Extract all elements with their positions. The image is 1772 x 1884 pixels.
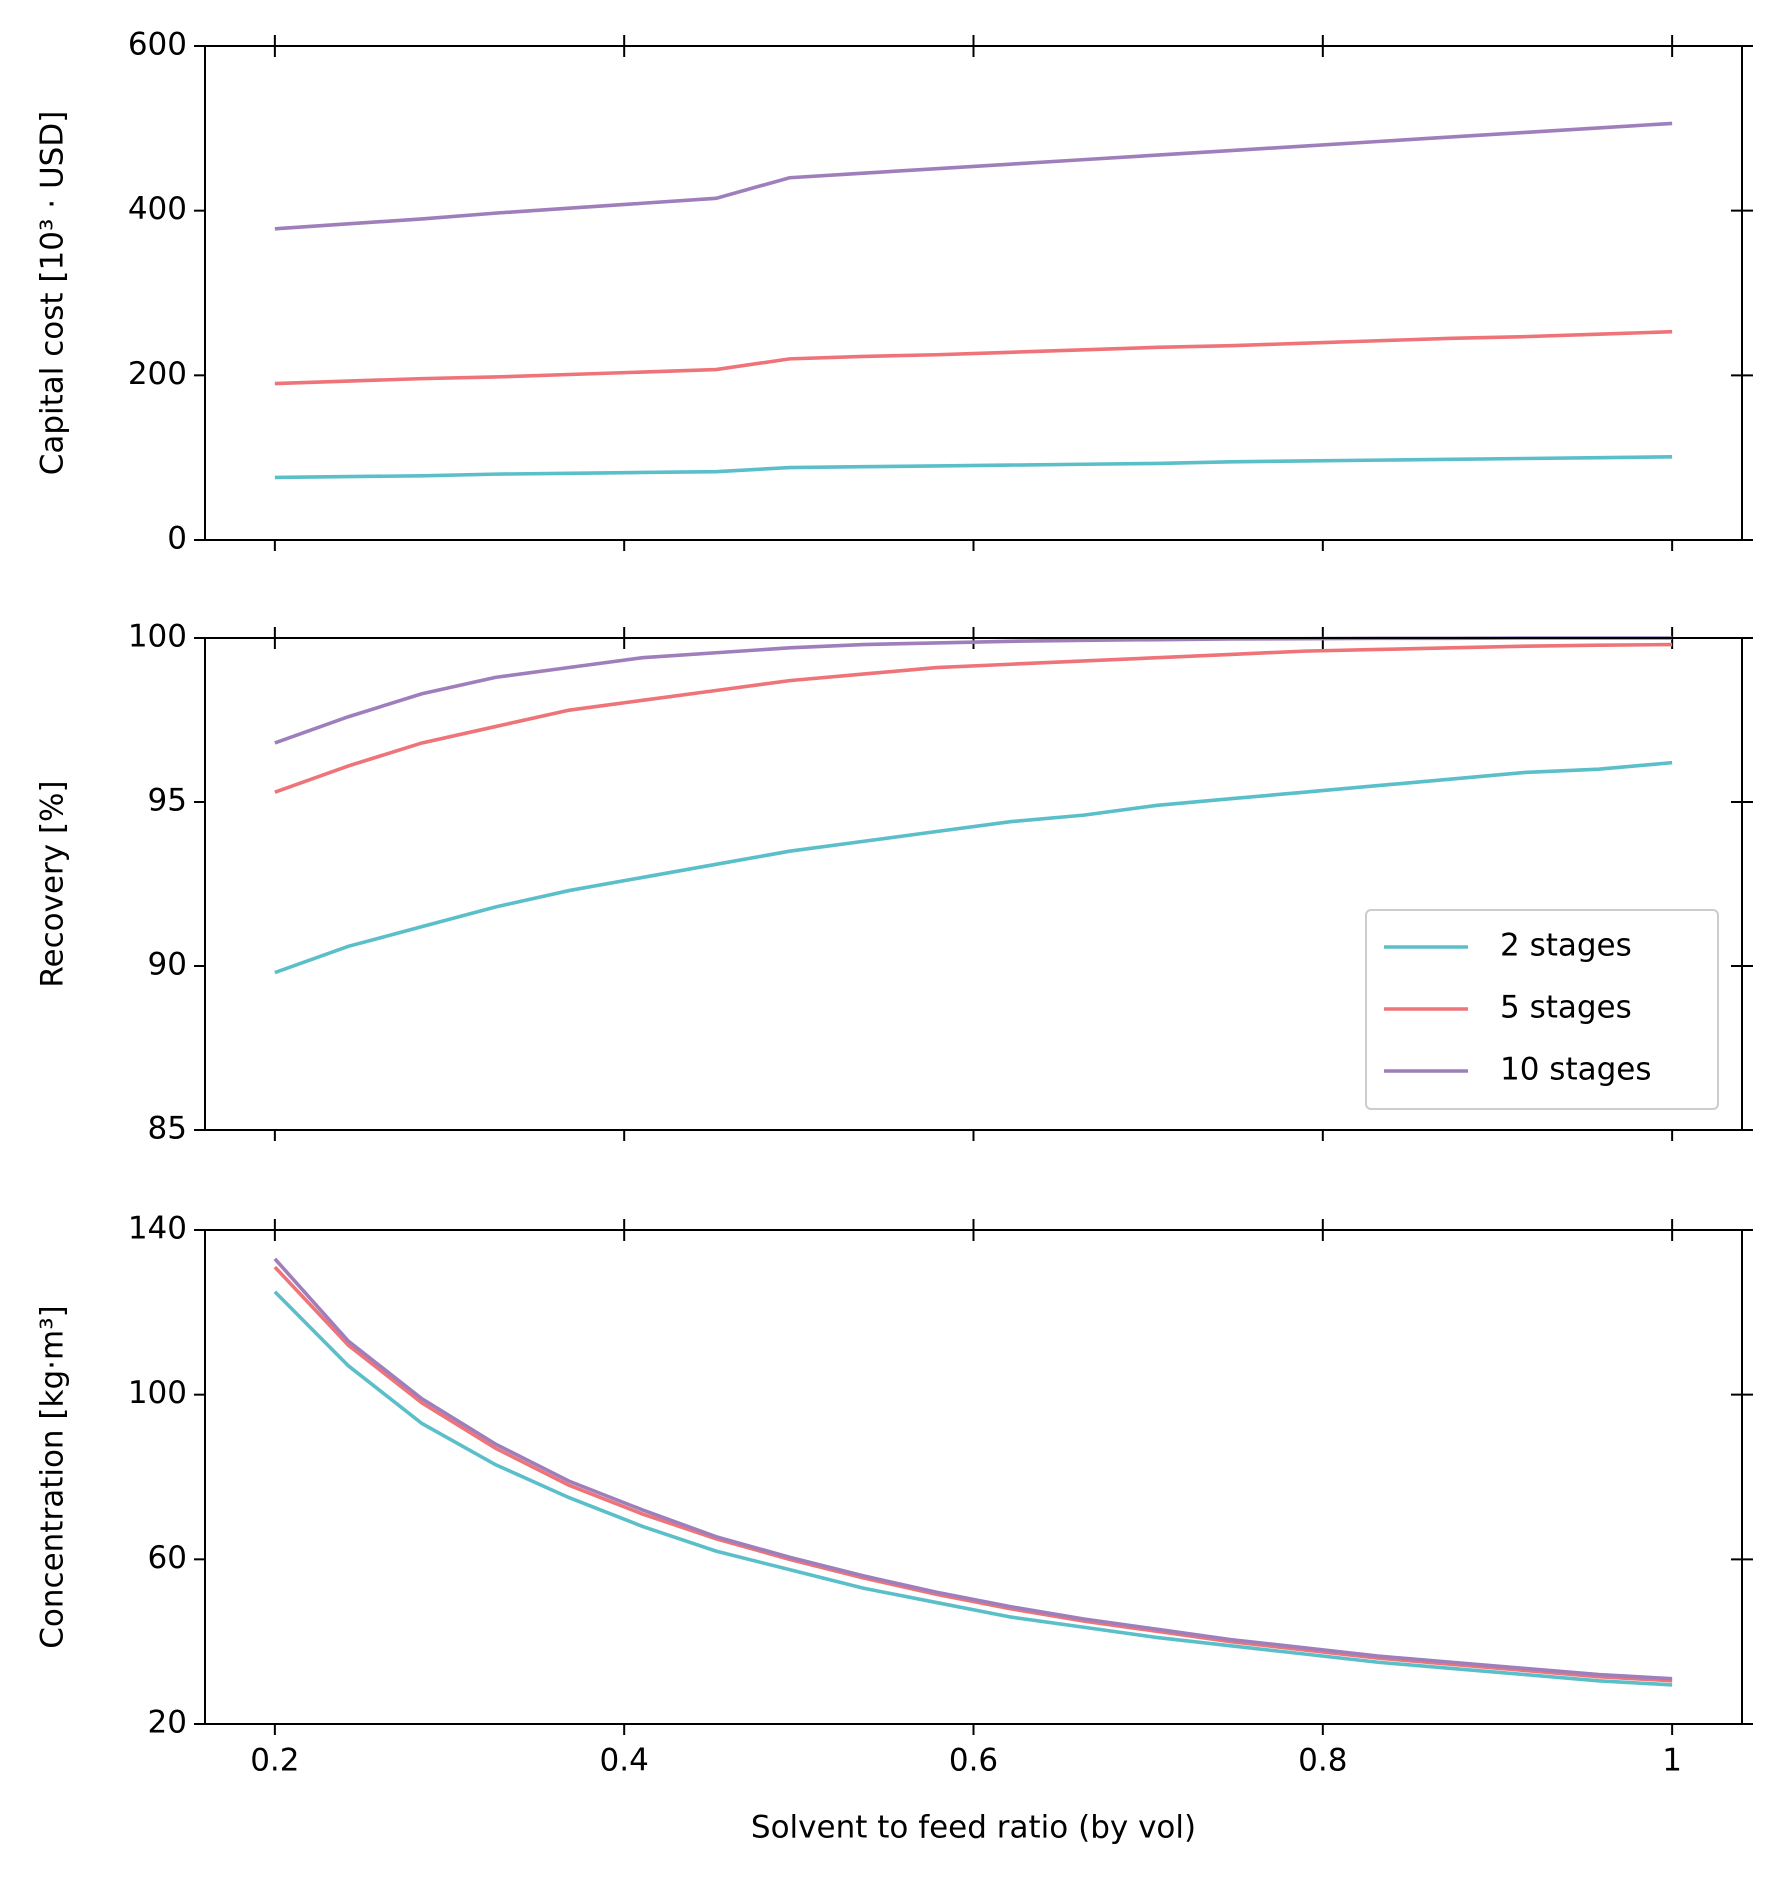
- legend-label: 2 stages: [1500, 928, 1632, 964]
- x-tick-label: 0.4: [600, 1743, 649, 1779]
- axes-frame: [204, 637, 1743, 1131]
- y-tick-label: 100: [128, 619, 187, 655]
- y-tick-label: 400: [128, 191, 187, 227]
- axes-frame: [204, 1229, 1743, 1725]
- line: [274, 642, 1673, 794]
- x-tick-label: 0.2: [250, 1743, 299, 1779]
- x-tick-label: 1: [1662, 1743, 1682, 1779]
- y-tick-label: 100: [128, 1375, 187, 1411]
- line: [273, 1265, 1673, 1683]
- line: [273, 1290, 1673, 1687]
- y-axis-label: Recovery [%]: [35, 780, 71, 987]
- line: [273, 1257, 1673, 1681]
- y-tick-label: 20: [148, 1705, 187, 1741]
- y-tick-label: 0: [167, 521, 187, 557]
- line: [274, 455, 1673, 480]
- legend-label: 5 stages: [1500, 990, 1632, 1026]
- x-tick-label: 0.6: [949, 1743, 998, 1779]
- y-tick-label: 85: [148, 1111, 187, 1147]
- y-axis-label: Capital cost [10³ · USD]: [35, 111, 71, 476]
- line: [274, 329, 1673, 386]
- axes-frame: [204, 45, 1743, 541]
- x-axis-label: Solvent to feed ratio (by vol): [751, 1810, 1196, 1846]
- y-tick-label: 140: [128, 1211, 187, 1247]
- y-axis-label: Concentration [kg·m³]: [35, 1305, 71, 1648]
- line: [274, 760, 1673, 975]
- line: [274, 121, 1673, 231]
- legend-box: [1365, 909, 1719, 1110]
- y-tick-label: 95: [148, 783, 187, 819]
- y-tick-label: 60: [148, 1540, 187, 1576]
- y-tick-label: 600: [128, 27, 187, 63]
- y-tick-label: 90: [148, 947, 187, 983]
- y-tick-label: 200: [128, 356, 187, 392]
- legend-label: 10 stages: [1500, 1052, 1652, 1088]
- x-tick-label: 0.8: [1298, 1743, 1347, 1779]
